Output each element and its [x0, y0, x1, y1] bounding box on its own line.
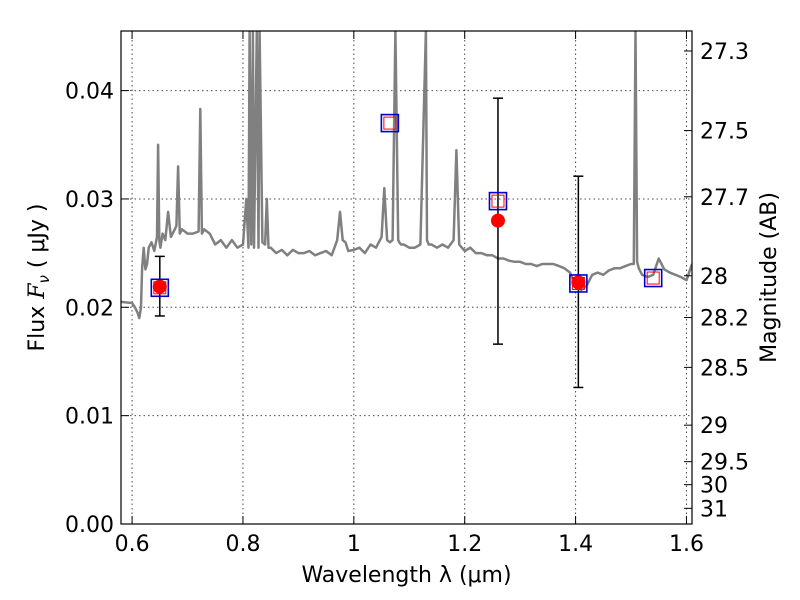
- model-point: [488, 191, 508, 211]
- model-point: [569, 274, 588, 293]
- y-axis-label-symbol: F: [25, 283, 50, 300]
- y-axis-label-prefix: Flux: [25, 299, 50, 352]
- y2-tick-label: 31: [700, 497, 728, 522]
- template-spectrum-line: [121, 31, 692, 320]
- y-tick-label: 0.03: [65, 188, 114, 213]
- y-axis-label: Flux Fν ( μJy ): [25, 203, 53, 351]
- observed-point: [152, 279, 167, 294]
- model-point-inner: [491, 194, 505, 208]
- y2-axis-label: Magnitude (AB): [757, 192, 782, 363]
- x-tick-label: 1.4: [558, 532, 593, 557]
- y2-tick-label: 27.5: [700, 120, 749, 145]
- y-axis-label-suffix: ( μJy ): [25, 203, 50, 275]
- plot-frame: [120, 30, 693, 525]
- model-point-inner: [383, 116, 397, 130]
- y2-tick-label: 28.5: [700, 356, 749, 381]
- y2-tick-label: 29.5: [700, 451, 749, 476]
- y2-tick-label: 27.3: [700, 40, 749, 65]
- points-layer: [150, 97, 663, 389]
- y-tick-label: 0.02: [65, 296, 114, 321]
- y2-tick-label: 28.2: [700, 307, 749, 332]
- y-tick-label: 0.01: [65, 405, 114, 430]
- x-tick-label: 1.6: [669, 532, 704, 557]
- x-tick-label: 1: [347, 532, 361, 557]
- model-point: [380, 113, 400, 133]
- observed-point: [490, 213, 505, 228]
- x-tick-label: 0.6: [115, 532, 150, 557]
- y-tick-label: 0.00: [65, 513, 114, 538]
- model-point: [150, 278, 170, 298]
- model-point: [643, 268, 663, 288]
- grid-layer: [121, 31, 692, 525]
- y2-tick-label: 29: [700, 414, 728, 439]
- y-tick-label: 0.04: [65, 80, 114, 105]
- model-point-inner: [153, 281, 167, 295]
- x-axis-label: Wavelength λ (μm): [301, 563, 511, 588]
- x-tick-label: 0.8: [225, 532, 260, 557]
- y2-tick-label: 28: [700, 265, 728, 290]
- x-tick-label: 1.2: [447, 532, 482, 557]
- y2-tick-label: 30: [700, 474, 728, 499]
- y2-tick-label: 27.7: [700, 186, 749, 211]
- y-axis-label-subscript: ν: [35, 275, 53, 283]
- ticks-layer: 0.6 0.8 1 1.2 1.4 1.6 0.00 0.01 0.02 0.03 0.04 27.3…: [65, 31, 749, 557]
- model-point-inner: [571, 276, 585, 290]
- observed-point: [571, 275, 586, 290]
- series-layer: [121, 31, 692, 320]
- model-point-inner: [646, 271, 660, 285]
